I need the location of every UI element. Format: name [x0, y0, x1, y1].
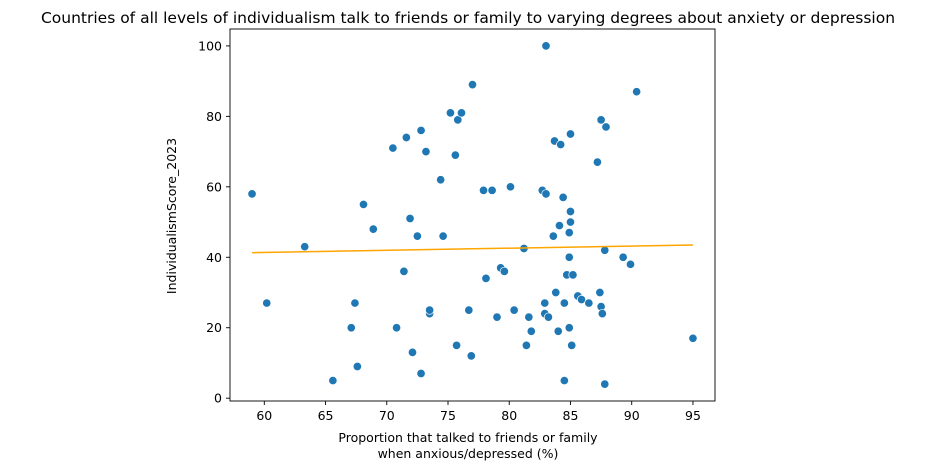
- data-point: [328, 376, 338, 386]
- data-point: [262, 298, 272, 308]
- data-point: [618, 252, 628, 262]
- y-tick-label: 80: [206, 109, 222, 124]
- data-point: [405, 213, 415, 224]
- x-tick-label: 70: [379, 408, 395, 423]
- data-point: [632, 87, 642, 97]
- data-point: [412, 231, 422, 241]
- x-tick-label: 80: [501, 408, 517, 423]
- data-point: [541, 189, 551, 199]
- data-point: [456, 108, 467, 118]
- data-point: [564, 323, 574, 333]
- x-tick-label: 60: [256, 408, 272, 423]
- data-point: [352, 361, 362, 372]
- data-point: [541, 41, 551, 51]
- data-point: [453, 115, 463, 125]
- data-point: [543, 312, 553, 322]
- data-point: [576, 294, 587, 305]
- data-point: [401, 132, 411, 143]
- data-point: [556, 139, 566, 150]
- y-tick-label: 100: [198, 38, 222, 53]
- x-tick-label: 65: [318, 408, 334, 423]
- y-tick-label: 20: [206, 320, 222, 335]
- data-point: [601, 122, 611, 132]
- data-point: [478, 185, 489, 195]
- data-point: [346, 323, 356, 333]
- data-point: [445, 108, 456, 118]
- data-point: [466, 351, 476, 361]
- x-axis-label-line-2: when anxious/depressed (%): [378, 446, 559, 461]
- plot-area: 60 65 70 75 80 85 90 95 0 20 40 60 80 100: [198, 28, 716, 423]
- x-tick-label: 85: [563, 408, 579, 423]
- data-point: [499, 266, 509, 276]
- data-point: [392, 323, 402, 333]
- data-point: [421, 147, 431, 157]
- y-tick-label: 0: [214, 391, 222, 406]
- data-point: [559, 298, 569, 308]
- data-point: [564, 252, 574, 262]
- data-point: [564, 228, 574, 238]
- data-point: [467, 80, 478, 90]
- data-point: [521, 340, 531, 350]
- data-point: [438, 231, 448, 241]
- data-point: [565, 206, 576, 217]
- y-tick-label: 40: [206, 250, 222, 265]
- data-point: [247, 189, 257, 199]
- data-point: [358, 199, 369, 209]
- data-point: [450, 150, 460, 160]
- data-point: [524, 312, 534, 322]
- data-point: [567, 340, 577, 350]
- data-point: [554, 221, 565, 231]
- data-point: [492, 312, 502, 322]
- data-point: [416, 125, 426, 136]
- data-point: [559, 376, 569, 386]
- data-point: [425, 305, 435, 315]
- data-point: [596, 115, 606, 125]
- x-axis-label-line-1: Proportion that talked to friends or fam…: [338, 430, 598, 445]
- data-point: [368, 224, 378, 234]
- data-points: [247, 41, 698, 389]
- data-point: [487, 185, 497, 195]
- data-point: [597, 309, 607, 319]
- data-point: [407, 347, 418, 357]
- y-axis-label: IndividualismScore_2023: [164, 138, 179, 294]
- data-point: [464, 305, 474, 315]
- data-point: [688, 333, 698, 343]
- x-tick-label: 95: [685, 408, 701, 423]
- data-point: [600, 379, 610, 389]
- data-point: [436, 175, 446, 185]
- data-point: [416, 368, 426, 379]
- data-point: [452, 340, 462, 350]
- data-point: [481, 273, 491, 283]
- data-point: [565, 217, 576, 227]
- x-axis: 60 65 70 75 80 85 90 95: [256, 401, 701, 423]
- data-point: [568, 270, 578, 280]
- trend-line: [252, 244, 693, 254]
- data-point: [526, 326, 536, 336]
- data-point: [584, 298, 594, 308]
- data-point: [350, 298, 360, 308]
- x-tick-label: 75: [440, 408, 456, 423]
- x-tick-label: 90: [624, 408, 640, 423]
- data-point: [300, 242, 310, 252]
- data-point: [551, 287, 561, 298]
- y-tick-label: 60: [206, 179, 222, 194]
- data-point: [565, 129, 576, 139]
- plot-frame: [229, 28, 716, 402]
- data-point: [592, 157, 602, 167]
- data-point: [388, 143, 398, 153]
- data-point: [553, 326, 563, 336]
- data-point: [558, 192, 568, 202]
- data-point: [509, 305, 519, 315]
- data-point: [540, 298, 550, 308]
- data-point: [548, 231, 558, 241]
- chart-title: Countries of all levels of individualism…: [41, 9, 895, 27]
- data-point: [595, 287, 605, 298]
- data-point: [625, 259, 636, 269]
- y-axis: 0 20 40 60 80 100: [198, 38, 230, 406]
- data-point: [505, 182, 516, 192]
- data-point: [399, 266, 409, 276]
